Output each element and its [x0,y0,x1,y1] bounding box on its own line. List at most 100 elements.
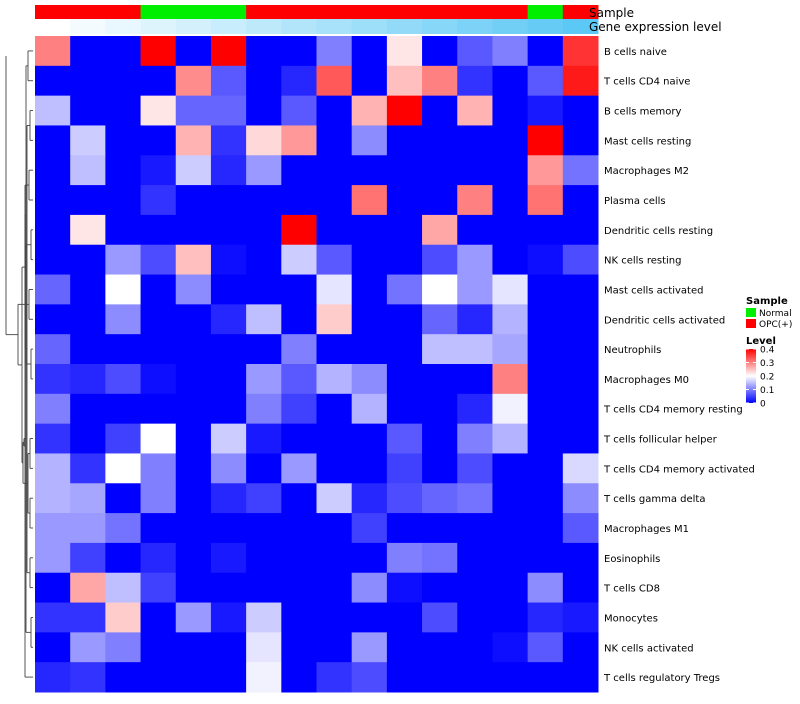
heatmap-cell [210,185,247,216]
heatmap-cell [175,155,212,186]
legend: Sample Normal OPC(+) Level 0.4 0.3 0.2 0.1 0 [746,296,792,410]
heatmap-cell [246,334,282,365]
heatmap-cell [422,185,458,216]
heatmap-cell [562,125,599,156]
heatmap-cell [210,393,247,425]
heatmap-cell [527,185,564,216]
heatmap-cell [316,155,353,186]
sample-annotation-bar [35,5,599,19]
heatmap-cell [210,364,247,395]
heatmap-cell [140,304,177,335]
heatmap-cell [422,602,458,633]
sample-annotation-label: Sample [589,6,634,20]
heatmap-cell [210,36,247,67]
heatmap-cell [140,95,177,126]
heatmap-cell [351,632,388,663]
heatmap-cell [281,513,317,544]
heatmap-cell [281,364,317,395]
heatmap-cell [457,364,493,395]
heatmap-cell [386,185,423,216]
heatmap-cell [386,36,423,67]
heatmap-cell [246,95,282,126]
heatmap-cell [422,65,458,97]
heatmap-cell [386,364,423,395]
gene-expression-annotation-label: Gene expression level [589,20,722,34]
heatmap-cell [316,36,353,67]
sample-annotation-cell [246,5,282,19]
heatmap-cell [386,632,423,663]
heatmap-cell [210,572,247,604]
heatmap-cell [70,632,106,663]
heatmap-cell [175,393,212,425]
heatmap-cell [210,95,247,126]
heatmap-cell [457,244,493,276]
heatmap-cell [422,125,458,156]
heatmap-cell [562,662,599,693]
heatmap-cell [422,304,458,335]
heatmap-cell [527,334,564,365]
heatmap-cell [70,572,106,604]
heatmap-cell [35,513,71,544]
heatmap-cell [316,453,353,484]
heatmap-cell [316,334,353,365]
heatmap-cell [105,244,142,276]
gene-expression-annotation-cell [457,19,493,34]
heatmap-cell [105,125,142,156]
heatmap-cell [351,393,388,425]
heatmap-cell [316,483,353,514]
row-label: T cells CD8 [603,584,660,595]
heatmap-cell [457,65,493,97]
heatmap-cell [422,214,458,246]
heatmap-cell [281,274,317,305]
heatmap-cell [70,334,106,365]
heatmap-cell [210,542,247,574]
heatmap-cell [562,155,599,186]
heatmap-cell [562,453,599,484]
heatmap-cell [386,155,423,186]
heatmap-cell [70,662,106,693]
heatmap-cell [457,274,493,305]
heatmap-cell [140,364,177,395]
heatmap-cell [175,304,212,335]
heatmap-cell [175,364,212,395]
heatmap-cell [316,542,353,574]
heatmap-cell [457,602,493,633]
sample-annotation-cell [140,5,177,19]
heatmap-cell [70,244,106,276]
heatmap-cell [492,125,529,156]
heatmap-cell [492,483,529,514]
heatmap-cell [140,244,177,276]
heatmap-cell [351,602,388,633]
heatmap-cell [105,95,142,126]
heatmap-cell [140,662,177,693]
heatmap-cell [492,393,529,425]
row-dendrogram [5,50,33,678]
heatmap-cell [105,155,142,186]
heatmap-cell [492,95,529,126]
heatmap-cell [351,542,388,574]
heatmap-cell [175,423,212,454]
heatmap-cell [140,542,177,574]
heatmap-cell [457,542,493,574]
heatmap-cell [35,632,71,663]
gene-expression-annotation-cell [281,19,317,34]
heatmap-cell [492,185,529,216]
heatmap-cell [140,483,177,514]
heatmap-cell [281,95,317,126]
row-label: B cells memory [604,107,681,118]
heatmap-cell [246,185,282,216]
heatmap-cell [386,572,423,604]
legend-tick-label: 0 [760,400,766,410]
heatmap-cell [492,542,529,574]
heatmap-cell [562,214,599,246]
heatmap-cell [105,662,142,693]
heatmap-cell [35,244,71,276]
heatmap-cell [527,244,564,276]
heatmap-cell [351,364,388,395]
heatmap-cell [140,453,177,484]
heatmap-cell [492,572,529,604]
heatmap-cell [386,662,423,693]
heatmap-cell [562,334,599,365]
sample-annotation-cell [351,5,388,19]
